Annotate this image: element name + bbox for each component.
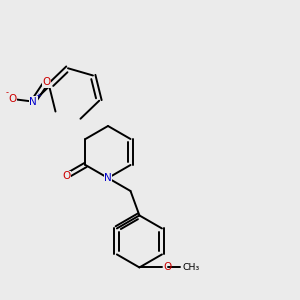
Text: +: + [35, 93, 41, 99]
Text: N: N [104, 173, 112, 183]
Text: CH₃: CH₃ [182, 263, 200, 272]
Text: O: O [42, 77, 50, 87]
Text: O: O [62, 171, 70, 181]
Text: O: O [8, 94, 16, 104]
Text: N: N [29, 97, 37, 106]
Text: -: - [6, 88, 9, 98]
Text: O: O [163, 262, 171, 272]
